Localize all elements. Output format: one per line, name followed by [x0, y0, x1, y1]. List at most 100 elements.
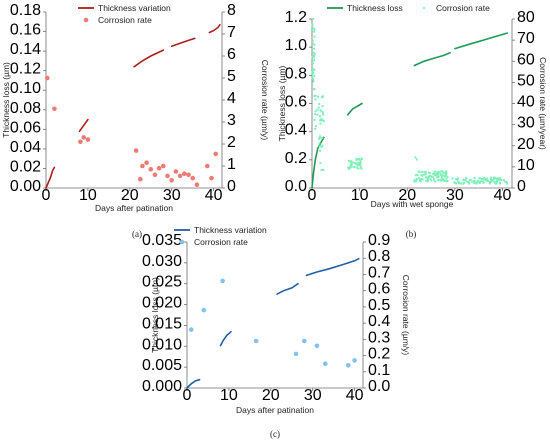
- data-point: [359, 160, 362, 163]
- y-right-tick-label: 0.6: [368, 281, 390, 298]
- data-point: [494, 181, 496, 184]
- data-point: [491, 179, 494, 182]
- y-left-tick-label: 0.08: [10, 100, 41, 117]
- x-tick-label: 20: [262, 387, 280, 404]
- data-point: [205, 163, 210, 169]
- data-point: [498, 181, 501, 184]
- data-point: [320, 118, 323, 120]
- data-point: [466, 180, 469, 183]
- data-point: [148, 167, 154, 172]
- y-left-tick-label: 0.6: [285, 94, 307, 111]
- data-point: [312, 67, 314, 70]
- data-point: [493, 176, 496, 179]
- data-point: [445, 170, 448, 173]
- data-point: [422, 173, 425, 176]
- data-point: [490, 177, 492, 180]
- data-point: [313, 88, 316, 91]
- data-point: [312, 72, 315, 75]
- series-line-segment: [78, 118, 89, 133]
- data-point: [500, 179, 503, 182]
- data-point: [138, 176, 143, 182]
- y-left-tick-label: 0.015: [142, 315, 182, 332]
- legend-label: Corrosion rate: [436, 3, 490, 13]
- y-right-tick-label: 4: [227, 90, 236, 107]
- data-point: [360, 157, 363, 160]
- data-point: [349, 160, 352, 163]
- y-right-tick-label: 10: [517, 157, 535, 174]
- data-point: [321, 144, 324, 147]
- data-point: [427, 177, 430, 180]
- data-point: [346, 363, 351, 368]
- y-left-tick-label: 0.00: [10, 178, 41, 195]
- y-left-tick-label: 0.030: [142, 253, 182, 270]
- data-point: [360, 167, 363, 170]
- data-point: [475, 181, 478, 184]
- data-point: [467, 181, 470, 184]
- data-point: [483, 176, 486, 179]
- data-point: [498, 178, 501, 181]
- data-point: [473, 182, 476, 184]
- data-point: [424, 173, 427, 176]
- y-left-tick-label: 0.14: [10, 41, 41, 58]
- data-point: [418, 177, 421, 180]
- data-point: [169, 178, 174, 183]
- data-point: [442, 178, 444, 181]
- data-point: [478, 177, 481, 180]
- data-point: [209, 175, 214, 181]
- panel-label: (b): [406, 229, 417, 239]
- y-right-tick-label: 60: [517, 51, 535, 68]
- data-point: [78, 139, 83, 145]
- y-right-tick-label: 30: [517, 115, 535, 132]
- data-point: [319, 149, 322, 152]
- data-point: [322, 113, 325, 116]
- data-point: [144, 160, 149, 165]
- y-left-tick-label: 0.06: [10, 119, 41, 136]
- y-right-tick-label: 0.5: [368, 297, 390, 314]
- data-point: [312, 18, 314, 20]
- y-left-tick-label: 0.16: [10, 22, 41, 39]
- data-point: [502, 179, 505, 182]
- data-point: [312, 56, 315, 59]
- data-point: [302, 338, 307, 344]
- chart-panel-a: 0 10 20 30 400.000.020.040.060.080.100.120.1…: [1, 2, 270, 239]
- legend-point-swatch: [179, 239, 185, 245]
- data-point: [354, 162, 357, 165]
- y-left-tick-label: 0.005: [142, 357, 182, 374]
- data-point: [456, 178, 459, 181]
- data-point: [442, 172, 445, 175]
- data-point: [359, 163, 362, 166]
- data-point: [319, 135, 321, 138]
- legend-label: Corrosion rate: [98, 15, 152, 25]
- data-point: [441, 170, 444, 173]
- data-point: [453, 181, 456, 184]
- data-point: [321, 105, 324, 107]
- data-point: [451, 177, 454, 180]
- data-point: [436, 176, 439, 179]
- data-point: [347, 159, 350, 162]
- y-left-tick-label: 0.035: [142, 232, 182, 249]
- series-scatter: [188, 278, 357, 368]
- data-point: [462, 179, 465, 182]
- data-point: [482, 181, 485, 184]
- y-axis-left-label: Thickness loss (µm): [1, 62, 11, 138]
- data-point: [194, 182, 200, 187]
- data-point: [359, 162, 362, 165]
- data-point: [482, 178, 485, 181]
- y-right-tick-label: 0.2: [368, 346, 390, 363]
- y-right-tick-label: 20: [517, 136, 535, 153]
- data-point: [433, 170, 436, 173]
- data-point: [314, 110, 317, 113]
- data-point: [161, 163, 166, 169]
- x-tick-label: 40: [205, 187, 223, 204]
- data-point: [323, 361, 328, 367]
- y-axis-right-label: Corrosion rate (µm/y): [260, 60, 270, 141]
- data-point: [490, 176, 493, 179]
- data-point: [312, 27, 315, 30]
- data-point: [201, 307, 207, 313]
- y-left-tick-label: 0.2: [285, 150, 307, 167]
- data-point: [314, 343, 320, 349]
- data-point: [478, 181, 481, 184]
- data-point: [355, 166, 358, 169]
- data-point: [313, 59, 315, 62]
- data-point: [421, 170, 424, 173]
